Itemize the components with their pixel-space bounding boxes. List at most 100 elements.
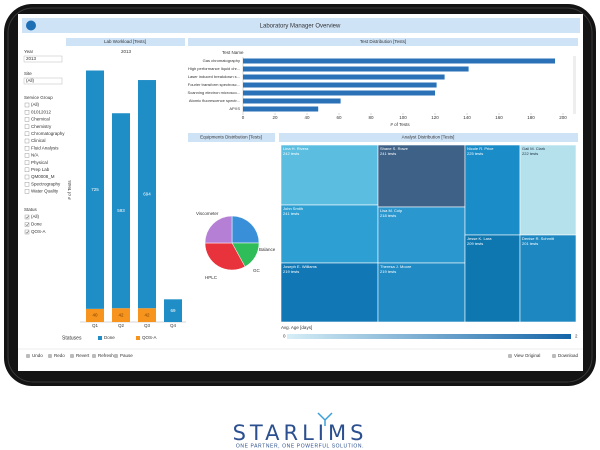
slice-label: GC [253, 268, 261, 273]
analyst-name: John Smith [283, 206, 303, 211]
treemap-cell[interactable] [464, 234, 521, 323]
logo-icon [26, 20, 36, 31]
checkbox-label: Done [31, 222, 42, 227]
checkbox-label: Chemistry [31, 124, 52, 129]
checkbox-label: Fluid Analysis [31, 145, 59, 150]
analyst-tests: 201 tests [522, 241, 538, 246]
checkbox[interactable] [24, 131, 30, 137]
analyst-tests: 209 tests [467, 241, 483, 246]
checkbox[interactable] [24, 117, 30, 122]
brand-name: STARLIMS [233, 421, 368, 445]
x-tick-label: 20 [272, 115, 278, 120]
checkbox[interactable] [24, 109, 30, 115]
toolbar-button[interactable]: Redo [54, 353, 65, 358]
x-tick-label: 80 [368, 115, 374, 120]
treemap-cell[interactable] [280, 262, 379, 323]
checkbox[interactable] [24, 153, 30, 158]
y-axis-label: # of Tests [67, 180, 72, 200]
pie-slice [204, 242, 246, 271]
legend-max: 2 [575, 334, 578, 339]
analyst-name: Denise R. Schmitt [522, 236, 555, 241]
x-tick-label: 180 [527, 115, 535, 120]
checkbox[interactable] [24, 189, 30, 194]
toolbar-button[interactable]: Pause [120, 353, 133, 358]
bar-segment [86, 70, 104, 309]
legend-swatch [136, 336, 140, 340]
checkbox[interactable] [24, 145, 30, 151]
data-label: 725 [91, 187, 99, 192]
legend-label: Done [104, 335, 115, 340]
bar-segment [164, 299, 182, 322]
select-value: 2013 [26, 56, 37, 61]
analyst-name: Lina H. Rivera [283, 146, 309, 151]
filter-label: Year [24, 49, 34, 54]
panel-title: Lab Workload [Tests] [104, 39, 146, 44]
bar-segment [138, 80, 156, 309]
treemap-cell[interactable] [377, 206, 466, 264]
toolbar-icon [48, 354, 52, 358]
toolbar-button[interactable]: Refresh [98, 353, 114, 358]
analyst-tests: 219 tests [380, 269, 396, 274]
x-tick-label: 200 [559, 115, 567, 120]
brand-star [317, 412, 333, 426]
checkbox[interactable] [24, 229, 30, 235]
y-tick-label: Gas chromatography [203, 58, 240, 63]
analyst-name: Lisa M. Colp [380, 208, 403, 213]
checkbox-label: Prep Lab [31, 167, 50, 172]
bar [243, 98, 341, 104]
checkbox[interactable] [24, 124, 30, 129]
panel-title: Test Distribution [Tests] [360, 39, 406, 44]
header-bar [22, 18, 580, 33]
filter-label: Site [24, 71, 32, 76]
toolbar-icon [508, 354, 512, 358]
checkbox[interactable] [24, 160, 30, 165]
y-tick-label: Scanning electron microsco... [188, 90, 240, 95]
toolbar-button[interactable]: Download [558, 353, 579, 358]
checkbox[interactable] [24, 102, 30, 108]
checkbox-label: Chemical [31, 117, 50, 122]
panel-title: Analyst Distribution [Tests] [402, 135, 455, 140]
checkbox[interactable] [24, 174, 30, 180]
toolbar-button[interactable]: View Original [514, 353, 540, 358]
analyst-tests: 219 tests [283, 269, 299, 274]
checkbox[interactable] [24, 167, 30, 173]
treemap-cell[interactable] [280, 204, 379, 264]
year-select[interactable] [23, 55, 63, 63]
treemap-cell[interactable] [519, 144, 577, 236]
x-tick-label: 0 [242, 115, 245, 120]
treemap-cell[interactable] [519, 234, 577, 323]
toolbar-button[interactable]: Revert [76, 353, 90, 358]
analyst-tests: 218 tests [380, 213, 396, 218]
treemap-cell[interactable] [377, 144, 466, 208]
checkbox[interactable] [24, 214, 30, 220]
filter-label: Status [24, 207, 38, 212]
panel-title: Equipments Distribution [Tests] [200, 135, 262, 140]
toolbar-icon [70, 354, 74, 358]
x-tick-label: Q4 [170, 323, 177, 328]
legend-label: Avg. Age [days] [281, 325, 312, 330]
checkbox[interactable] [24, 181, 30, 187]
checkbox-label: Chromatography [31, 131, 65, 136]
data-label: 40 [92, 313, 98, 318]
x-tick-label: Q1 [92, 323, 99, 328]
legend-label: QOS-A [142, 335, 157, 340]
x-axis-label: # of Tests [390, 122, 410, 127]
checkbox[interactable] [24, 138, 30, 144]
y-tick-label: Laser induced breakdown s... [188, 74, 240, 79]
data-label: 42 [118, 312, 124, 317]
treemap-cell[interactable] [280, 144, 379, 206]
treemap-cell[interactable] [464, 144, 521, 236]
checkbox[interactable] [24, 222, 30, 227]
x-tick-label: 60 [336, 115, 342, 120]
toolbar-button[interactable]: Undo [32, 353, 43, 358]
select-value: (All) [26, 78, 34, 83]
data-label: 42 [144, 312, 150, 317]
site-select[interactable] [23, 77, 63, 85]
data-label: 593 [117, 208, 125, 213]
toolbar-icon [552, 354, 556, 358]
toolbar-icon [114, 354, 118, 358]
treemap-cell[interactable] [377, 262, 466, 323]
checkbox-label: Physical [31, 160, 48, 165]
toolbar-icon [92, 354, 96, 358]
